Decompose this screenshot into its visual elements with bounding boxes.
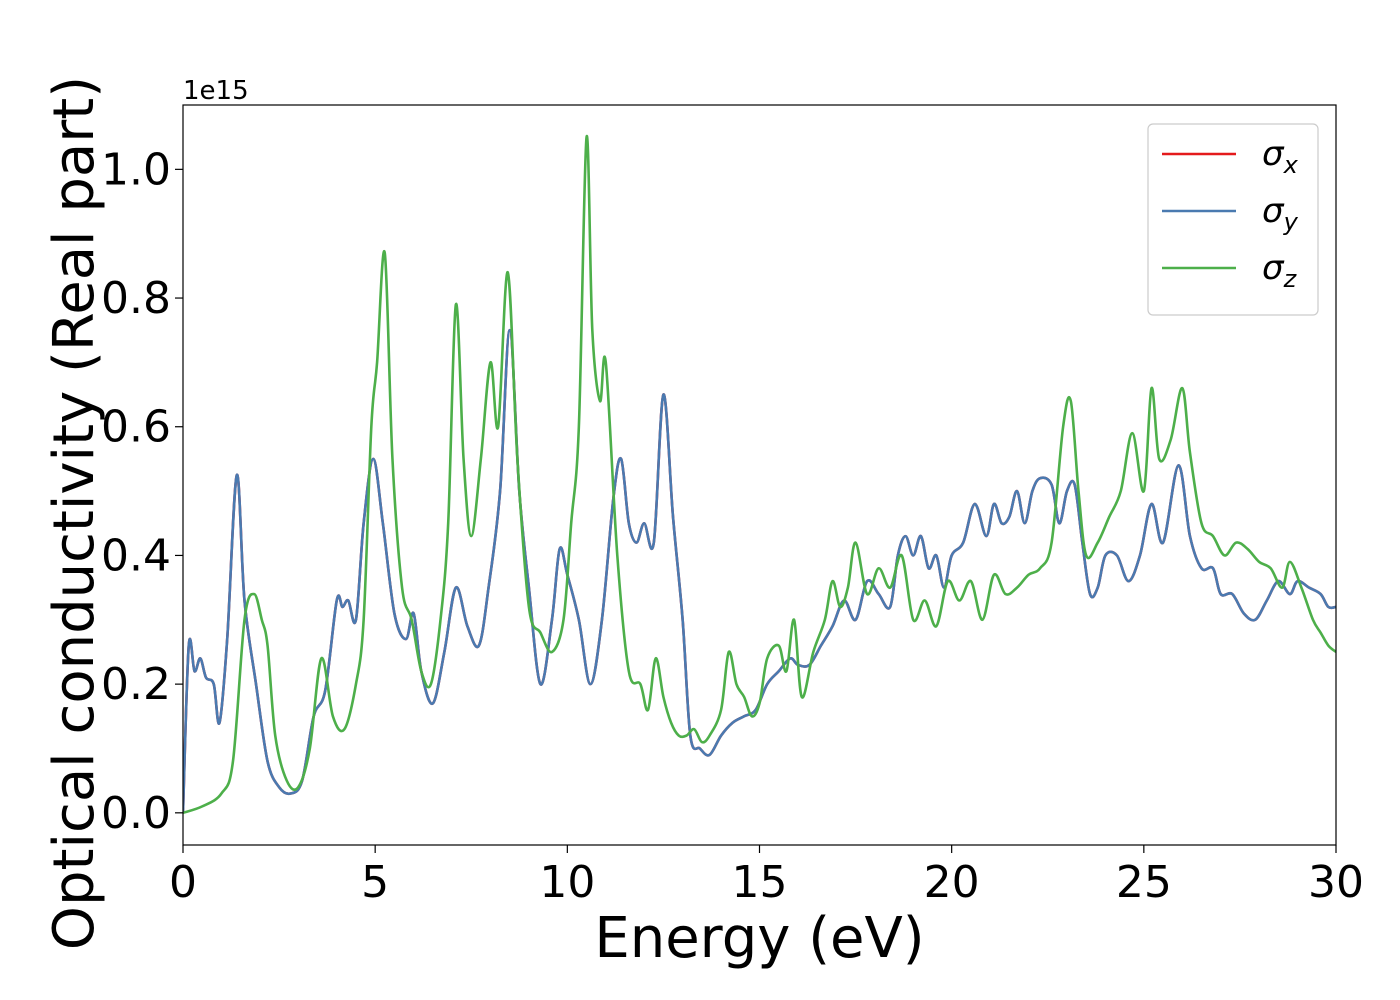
y-axis-ticks: 0.0 0.2 0.4 0.6 0.8 1.0 <box>101 144 183 839</box>
x-tick-label: 5 <box>361 857 389 908</box>
series-line-z <box>183 134 1336 815</box>
plot-background <box>183 105 1336 845</box>
legend: σx σy σz <box>1147 123 1319 316</box>
y-tick-label: 1.0 <box>101 144 171 195</box>
y-tick-label: 0.2 <box>101 659 171 710</box>
x-tick-label: 0 <box>169 857 197 908</box>
x-tick-label: 25 <box>1116 857 1172 908</box>
y-axis-label: Optical conductivity (Real part) <box>42 76 107 950</box>
legend-label-x: σx <box>1262 134 1299 179</box>
legend-label-z: σz <box>1262 248 1298 293</box>
legend-label-y: σy <box>1262 191 1299 236</box>
x-tick-label: 30 <box>1308 857 1364 908</box>
y-tick-label: 0.6 <box>101 402 171 453</box>
series-layer <box>183 134 1336 815</box>
series-line-y <box>183 328 1336 813</box>
x-axis-ticks: 0 5 10 15 20 25 30 <box>169 845 1364 908</box>
plot-area <box>182 104 1337 846</box>
x-tick-label: 15 <box>732 857 788 908</box>
y-tick-label: 0.0 <box>101 788 171 839</box>
y-tick-label: 0.4 <box>101 530 171 581</box>
y-axis-offset-label: 1e15 <box>183 76 249 106</box>
x-tick-label: 10 <box>539 857 595 908</box>
x-axis-label: Energy (eV) <box>594 906 924 971</box>
y-tick-label: 0.8 <box>101 273 171 324</box>
x-tick-label: 20 <box>924 857 980 908</box>
